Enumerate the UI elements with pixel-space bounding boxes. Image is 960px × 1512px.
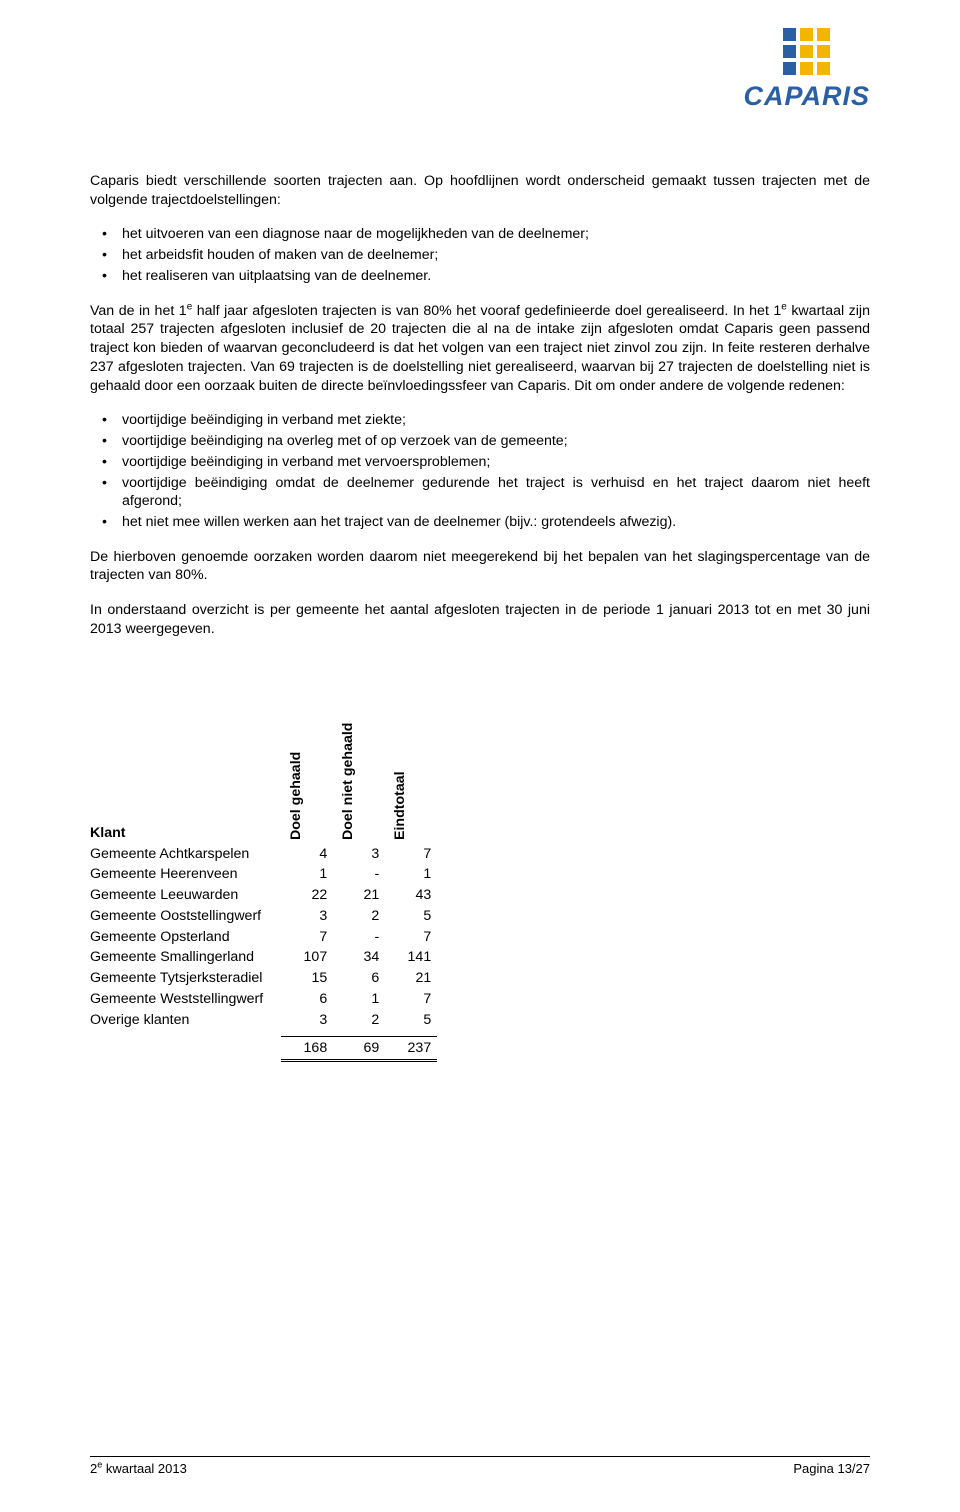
- paragraph-2: Van de in het 1e half jaar afgesloten tr…: [90, 302, 870, 396]
- cell-b: -: [333, 927, 385, 948]
- logo-sq: [817, 45, 830, 58]
- cell-c: 5: [385, 1010, 437, 1031]
- footer-right: Pagina 13/27: [793, 1461, 870, 1476]
- total-b: 69: [333, 1036, 385, 1060]
- table-totals: 16869237: [90, 1036, 437, 1060]
- paragraph-4: In onderstaand overzicht is per gemeente…: [90, 601, 870, 638]
- intro-paragraph: Caparis biedt verschillende soorten traj…: [90, 172, 870, 209]
- table-row: Overige klanten325: [90, 1010, 437, 1031]
- list-item: voortijdige beëindiging omdat de deelnem…: [90, 474, 870, 511]
- list-item: het niet mee willen werken aan het traje…: [90, 513, 870, 532]
- total-c: 237: [385, 1036, 437, 1060]
- list-item: het realiseren van uitplaatsing van de d…: [90, 267, 870, 286]
- cell-a: 3: [281, 906, 333, 927]
- cell-a: 15: [281, 968, 333, 989]
- cell-b: 34: [333, 947, 385, 968]
- table-row: Gemeente Smallingerland10734141: [90, 947, 437, 968]
- logo-sq: [783, 45, 796, 58]
- list-item: het uitvoeren van een diagnose naar de m…: [90, 225, 870, 244]
- table-row: Gemeente Ooststellingwerf325: [90, 906, 437, 927]
- bullet-list-2: voortijdige beëindiging in verband met z…: [90, 411, 870, 531]
- total-a: 168: [281, 1036, 333, 1060]
- cell-name: Gemeente Tytsjerksteradiel: [90, 968, 281, 989]
- cell-name: Overige klanten: [90, 1010, 281, 1031]
- cell-name: Gemeente Smallingerland: [90, 947, 281, 968]
- logo-sq: [800, 45, 813, 58]
- cell-b: 21: [333, 885, 385, 906]
- logo-sq: [817, 28, 830, 41]
- paragraph-3: De hierboven genoemde oorzaken worden da…: [90, 548, 870, 585]
- cell-a: 4: [281, 844, 333, 865]
- cell-name: Gemeente Opsterland: [90, 927, 281, 948]
- cell-c: 5: [385, 906, 437, 927]
- cell-b: 1: [333, 989, 385, 1010]
- cell-a: 22: [281, 885, 333, 906]
- cell-c: 43: [385, 885, 437, 906]
- cell-name: Gemeente Leeuwarden: [90, 885, 281, 906]
- cell-name: Gemeente Ooststellingwerf: [90, 906, 281, 927]
- list-item: voortijdige beëindiging na overleg met o…: [90, 432, 870, 451]
- col-eindtotaal: Eindtotaal: [385, 699, 437, 844]
- logo-sq: [800, 28, 813, 41]
- bullet-list-1: het uitvoeren van een diagnose naar de m…: [90, 225, 870, 285]
- cell-b: 3: [333, 844, 385, 865]
- table-body: Gemeente Achtkarspelen437Gemeente Heeren…: [90, 844, 437, 1060]
- list-item: het arbeidsfit houden of maken van de de…: [90, 246, 870, 265]
- logo-text: CAPARIS: [743, 81, 870, 112]
- logo-sq: [783, 62, 796, 75]
- cell-b: 2: [333, 1010, 385, 1031]
- cell-a: 3: [281, 1010, 333, 1031]
- table-row: Gemeente Leeuwarden222143: [90, 885, 437, 906]
- cell-b: 2: [333, 906, 385, 927]
- cell-b: 6: [333, 968, 385, 989]
- cell-a: 7: [281, 927, 333, 948]
- logo-sq: [817, 62, 830, 75]
- footer-left: 2e kwartaal 2013: [90, 1461, 187, 1476]
- results-table: Klant Doel gehaald Doel niet gehaald Ein…: [90, 699, 437, 1062]
- list-item: voortijdige beëindiging in verband met z…: [90, 411, 870, 430]
- page-footer: 2e kwartaal 2013 Pagina 13/27: [90, 1456, 870, 1476]
- col-klant: Klant: [90, 699, 281, 844]
- col-doel-niet-gehaald: Doel niet gehaald: [333, 699, 385, 844]
- cell-c: 7: [385, 989, 437, 1010]
- table-row: Gemeente Weststellingwerf617: [90, 989, 437, 1010]
- page-content: Caparis biedt verschillende soorten traj…: [90, 172, 870, 1062]
- cell-name: Gemeente Weststellingwerf: [90, 989, 281, 1010]
- logo-sq: [783, 28, 796, 41]
- cell-c: 7: [385, 844, 437, 865]
- table-row: Gemeente Tytsjerksteradiel15621: [90, 968, 437, 989]
- cell-c: 7: [385, 927, 437, 948]
- cell-a: 1: [281, 864, 333, 885]
- cell-a: 107: [281, 947, 333, 968]
- cell-b: -: [333, 864, 385, 885]
- text: Van de in het 1: [90, 303, 187, 319]
- table-row: Gemeente Achtkarspelen437: [90, 844, 437, 865]
- cell-c: 141: [385, 947, 437, 968]
- cell-c: 21: [385, 968, 437, 989]
- col-doel-gehaald: Doel gehaald: [281, 699, 333, 844]
- text: half jaar afgesloten trajecten is van 80…: [192, 303, 781, 319]
- table-row: Gemeente Heerenveen1-1: [90, 864, 437, 885]
- cell-name: Gemeente Heerenveen: [90, 864, 281, 885]
- logo-sq: [800, 62, 813, 75]
- logo-squares: [783, 28, 830, 75]
- cell-name: Gemeente Achtkarspelen: [90, 844, 281, 865]
- logo: CAPARIS: [743, 28, 870, 112]
- table-row: Gemeente Opsterland7-7: [90, 927, 437, 948]
- table-wrapper: Klant Doel gehaald Doel niet gehaald Ein…: [90, 699, 870, 1062]
- list-item: voortijdige beëindiging in verband met v…: [90, 453, 870, 472]
- cell-a: 6: [281, 989, 333, 1010]
- cell-c: 1: [385, 864, 437, 885]
